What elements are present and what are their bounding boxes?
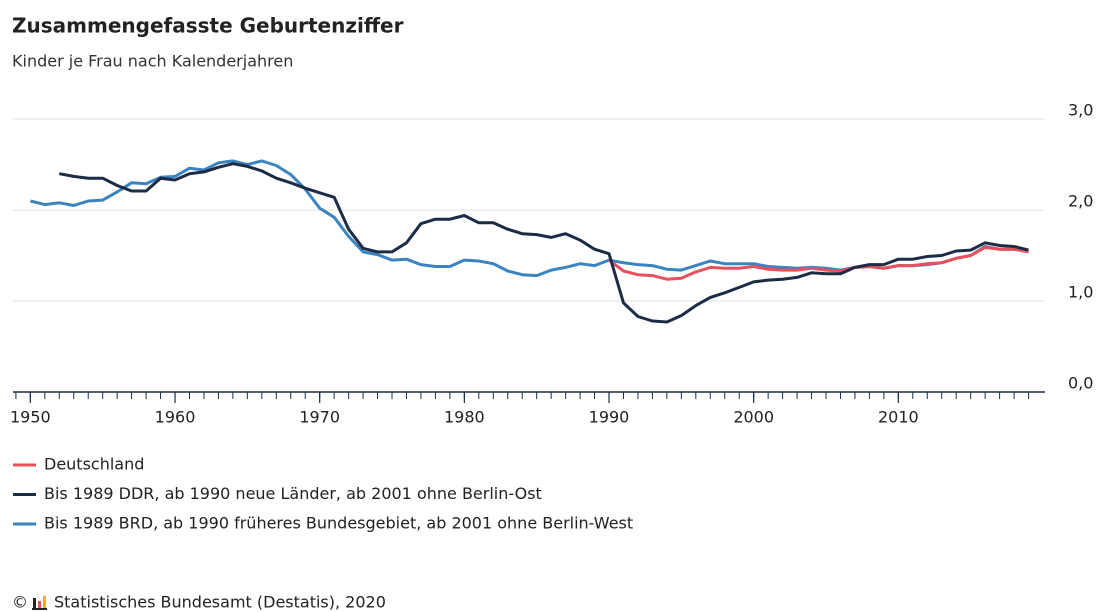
x-tick-label: 1990 (589, 408, 630, 427)
copyright: © (12, 593, 28, 612)
y-tick-label: 2,0 (1068, 192, 1093, 211)
x-tick-label: 1980 (444, 408, 485, 427)
series-line (608, 245, 1029, 281)
y-tick-label: 0,0 (1068, 374, 1093, 393)
source: Statistisches Bundesamt (Destatis), 2020 (54, 593, 386, 612)
legend-label: Deutschland (44, 455, 144, 474)
x-tick-label: 1960 (155, 408, 196, 427)
logo (32, 596, 47, 610)
y-tick-label: 3,0 (1068, 101, 1093, 120)
x-tick-label: 2000 (733, 408, 774, 427)
chart-subtitle: Kinder je Frau nach Kalenderjahren (12, 52, 293, 71)
series-line (59, 162, 1029, 324)
legend-label: Bis 1989 BRD, ab 1990 früheres Bundesgeb… (44, 514, 633, 533)
chart-title: Zusammengefasste Geburtenziffer (12, 14, 404, 38)
x-tick-label: 1950 (10, 408, 51, 427)
x-tick-label: 1970 (299, 408, 340, 427)
y-tick-label: 1,0 (1068, 283, 1093, 302)
legend-label: Bis 1989 DDR, ab 1990 neue Länder, ab 20… (44, 484, 542, 503)
x-tick-label: 2010 (878, 408, 919, 427)
